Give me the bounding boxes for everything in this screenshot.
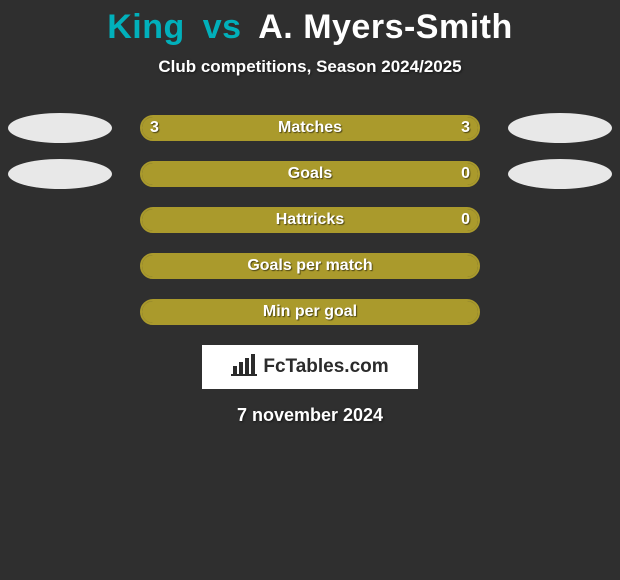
stat-value-left: 3 (150, 115, 159, 141)
team-chip-left (8, 113, 112, 143)
stat-bar: Goals per match (140, 253, 480, 279)
stat-bar: Matches (140, 115, 480, 141)
vs-separator: vs (203, 8, 242, 46)
stat-rows: Matches33Goals0Hattricks0Goals per match… (0, 115, 620, 325)
bar-fill-left (142, 255, 478, 277)
stat-row-min-per-goal: Min per goal (0, 299, 620, 325)
bar-fill-left (142, 163, 478, 185)
stat-row-goals-per-match: Goals per match (0, 253, 620, 279)
page-title: King vs A. Myers-Smith (0, 0, 620, 47)
logo-box: FcTables.com (202, 345, 418, 389)
stat-bar: Min per goal (140, 299, 480, 325)
stat-row-matches: Matches3 3 (0, 115, 620, 141)
stat-row-goals: Goals0 (0, 161, 620, 187)
comparison-infographic: King vs A. Myers-Smith Club competitions… (0, 0, 620, 580)
logo-text: FcTables.com (263, 356, 388, 378)
team-chip-left (8, 159, 112, 189)
bar-fill-left (142, 209, 478, 231)
chart-bars-icon (231, 354, 257, 381)
bar-fill-left (142, 301, 478, 323)
stat-bar: Hattricks (140, 207, 480, 233)
bar-fill-right (310, 117, 478, 139)
stat-value-right: 0 (461, 207, 470, 233)
stat-bar: Goals (140, 161, 480, 187)
stat-row-hattricks: Hattricks0 (0, 207, 620, 233)
stat-value-right: 0 (461, 161, 470, 187)
bar-fill-left (142, 117, 310, 139)
subtitle: Club competitions, Season 2024/2025 (0, 57, 620, 77)
stat-value-right: 3 (461, 115, 470, 141)
player-left-name: King (107, 8, 185, 46)
team-chip-right (508, 159, 612, 189)
player-right-name: A. Myers-Smith (258, 8, 513, 46)
team-chip-right (508, 113, 612, 143)
snapshot-date: 7 november 2024 (0, 405, 620, 426)
